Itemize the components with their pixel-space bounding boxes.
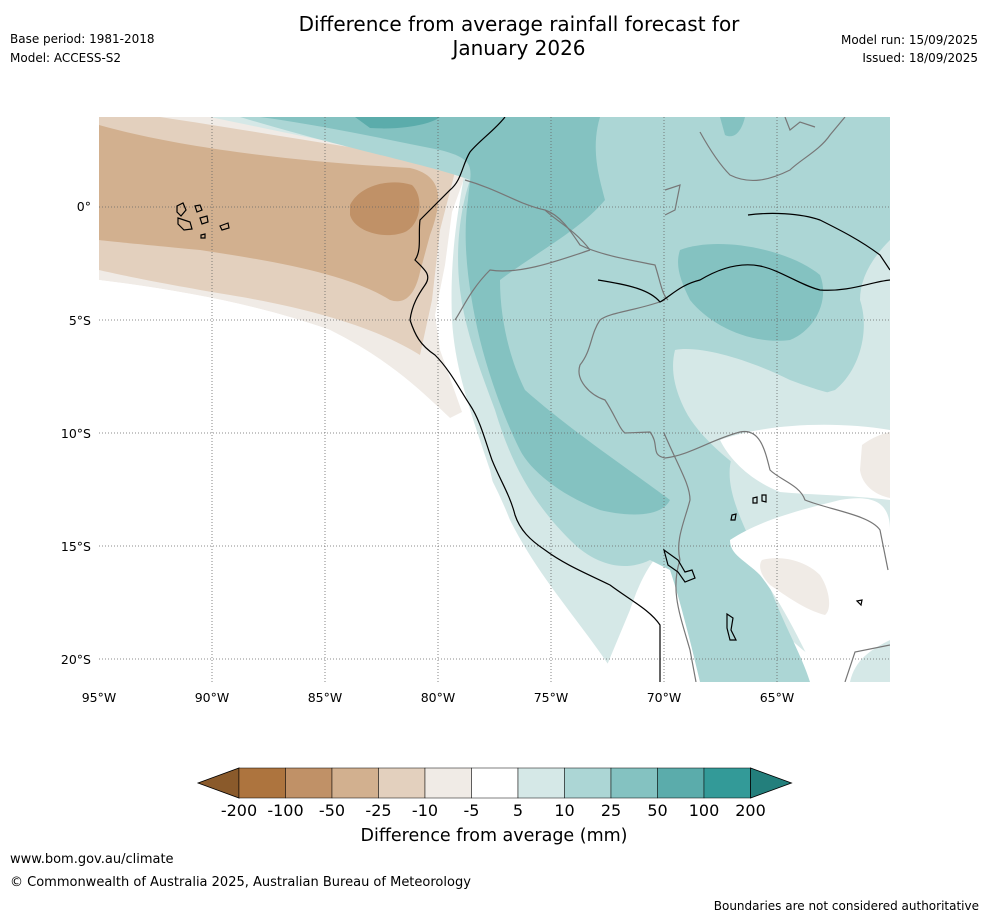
lon-label: 65°W: [760, 690, 795, 705]
dry-anomaly-50: [350, 182, 420, 236]
colorbar-swatch: [657, 767, 705, 799]
footer-disclaimer: Boundaries are not considered authoritat…: [713, 899, 979, 913]
lon-label: 90°W: [195, 690, 230, 705]
wet-anomaly-50: [355, 117, 440, 129]
colorbar-swatch: [517, 767, 565, 799]
colorbar-label: Difference from average (mm): [360, 826, 628, 846]
dry-patch-south: [760, 558, 830, 615]
lat-label: 5°S: [69, 313, 91, 328]
lat-label: 20°S: [61, 652, 91, 667]
colorbar-swatch: [331, 767, 379, 799]
footer-copyright: © Commonwealth of Australia 2025, Austra…: [10, 875, 471, 890]
lat-label: 10°S: [61, 426, 91, 441]
colorbar-swatch: [564, 767, 612, 799]
wet-anomaly-25: [260, 117, 670, 515]
colorbar-tick-label: -100: [267, 801, 303, 820]
white-east-patch: [720, 424, 890, 500]
lon-label: 95°W: [82, 690, 117, 705]
colorbar-tick-label: -25: [365, 801, 391, 820]
title-line-2: January 2026: [452, 36, 586, 60]
dry-patch-east: [860, 432, 890, 498]
title-line-1: Difference from average rainfall forecas…: [298, 12, 740, 36]
issued-date: Issued: 18/09/2025: [862, 51, 978, 65]
colorbar-tick-label: 25: [601, 801, 621, 820]
colorbar-tick-label: 5: [513, 801, 523, 820]
islands-lakes: [176, 202, 863, 641]
model-run-date: Model run: 15/09/2025: [840, 33, 978, 47]
longitude-labels: 95°W 90°W 85°W 80°W 75°W 70°W 65°W: [82, 690, 795, 705]
rainfall-map: 95°W 90°W 85°W 80°W 75°W 70°W 65°W 0° 5°…: [61, 117, 890, 705]
colorbar-tick-label: -50: [319, 801, 345, 820]
latitude-labels: 0° 5°S 10°S 15°S 20°S: [61, 199, 91, 667]
lon-label: 80°W: [421, 690, 456, 705]
map-title: Difference from average rainfall forecas…: [194, 12, 844, 60]
colorbar-swatch: [703, 767, 751, 799]
ocean-white: [99, 280, 620, 682]
colorbar-tick-label: 100: [689, 801, 720, 820]
wet-anomaly-25-east: [678, 244, 824, 341]
colorbar-extend-high: [750, 767, 793, 799]
lon-label: 70°W: [647, 690, 682, 705]
map-area: [99, 117, 890, 682]
wet-anomaly-25-north: [720, 117, 745, 137]
colorbar-swatch: [378, 767, 426, 799]
colorbar-tick-label: 10: [554, 801, 574, 820]
graticule: [99, 117, 890, 682]
base-period: Base period: 1981-2018: [10, 32, 155, 46]
lat-label: 0°: [77, 199, 91, 214]
model-name: Model: ACCESS-S2: [10, 51, 122, 65]
lon-label: 85°W: [308, 690, 343, 705]
colorbar-tick-label: 200: [735, 801, 766, 820]
colorbar-tick-label: -5: [464, 801, 480, 820]
colorbar-tick-label: -200: [221, 801, 257, 820]
country-borders: [454, 117, 890, 682]
footer-url: www.bom.gov.au/climate: [10, 852, 174, 867]
colorbar-tick-label: 50: [647, 801, 667, 820]
colorbar-swatch: [285, 767, 333, 799]
colorbar-swatch: [610, 767, 658, 799]
colorbar-ticks: -200 -100 -50 -25 -10 -5 5 10 25 50 100 200: [221, 801, 766, 820]
dry-anomaly-25: [99, 125, 439, 302]
colorbar-swatch: [238, 767, 286, 799]
colorbar: [196, 767, 793, 799]
lon-label: 75°W: [534, 690, 569, 705]
colorbar-extend-low: [196, 767, 240, 799]
colorbar-tick-label: -10: [412, 801, 438, 820]
lat-label: 15°S: [61, 539, 91, 554]
coastline: [409, 117, 890, 682]
colorbar-swatch: [424, 767, 472, 799]
colorbar-swatch: [471, 767, 519, 799]
